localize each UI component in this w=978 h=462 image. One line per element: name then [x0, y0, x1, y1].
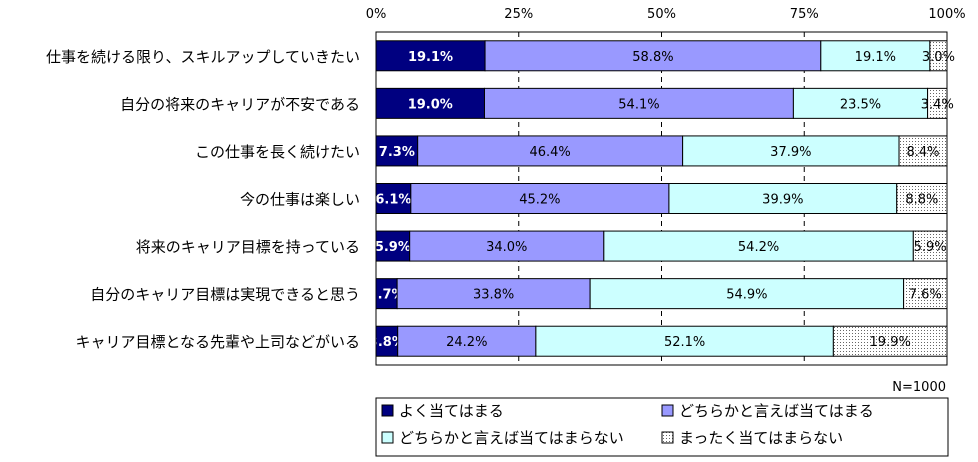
legend-label: どちらかと言えば当てはまらない: [399, 429, 624, 447]
data-label: 3.7%: [369, 288, 405, 303]
x-tick-label: 50%: [647, 7, 676, 22]
legend-swatch: [661, 404, 674, 417]
bar-segment: [682, 135, 900, 167]
data-label: 19.0%: [408, 97, 453, 112]
data-label: 5.9%: [914, 240, 947, 255]
bar-segment: [896, 183, 948, 214]
category-label: この仕事を長く続けたい: [195, 143, 360, 161]
data-label: 3.4%: [921, 97, 954, 112]
bar-segment: [603, 230, 914, 262]
bar-segment: [832, 325, 948, 357]
data-label: 7.3%: [379, 145, 415, 160]
legend-label: まったく当てはまらない: [679, 429, 843, 447]
data-label: 39.9%: [762, 193, 803, 208]
data-label: 58.8%: [632, 50, 673, 65]
bar-segment: [484, 40, 822, 72]
data-label: 45.2%: [519, 193, 560, 208]
category-label: 自分のキャリア目標は実現できると思う: [90, 286, 360, 304]
data-label: 33.8%: [473, 288, 514, 303]
legend-swatch: [381, 431, 394, 444]
bar-segment: [912, 230, 948, 262]
data-label: 24.2%: [446, 335, 487, 350]
x-tick-label: 25%: [504, 7, 533, 22]
bar-segment: [483, 87, 794, 119]
data-label: 54.2%: [738, 240, 779, 255]
bar-segment: [668, 183, 898, 214]
legend-label: よく当てはまる: [399, 402, 504, 420]
data-label: 5.9%: [375, 240, 411, 255]
x-tick-label: 75%: [790, 7, 819, 22]
data-label: 3.8%: [369, 335, 405, 350]
data-label: 52.1%: [664, 335, 705, 350]
legend-swatch: [661, 431, 674, 444]
legend-label: どちらかと言えば当てはまる: [679, 402, 874, 420]
legend-box: [375, 397, 949, 457]
data-label: 8.8%: [905, 193, 938, 208]
data-label: 46.4%: [529, 145, 570, 160]
data-label: 3.0%: [922, 50, 955, 65]
category-label: 自分の将来のキャリアが不安である: [120, 95, 360, 113]
sample-size-note: N=1000: [892, 380, 946, 395]
bar-segment: [375, 135, 419, 167]
data-label: 54.9%: [726, 288, 767, 303]
bar-segment: [396, 278, 591, 310]
bar-segment: [410, 183, 670, 214]
plot-frame: [375, 31, 948, 366]
data-label: 19.9%: [870, 335, 911, 350]
bar-segment: [417, 135, 684, 167]
bar-segment: [409, 230, 605, 262]
data-label: 23.5%: [840, 97, 881, 112]
bar-segment: [375, 183, 412, 214]
data-label: 7.6%: [909, 288, 942, 303]
bar-segment: [535, 325, 834, 357]
data-label: 6.1%: [375, 193, 411, 208]
bar-segment: [375, 230, 411, 262]
bar-segment: [589, 278, 905, 310]
data-label: 8.4%: [907, 145, 940, 160]
legend-swatch: [381, 404, 394, 417]
x-tick-label: 0%: [366, 7, 387, 22]
data-label: 54.1%: [618, 97, 659, 112]
data-label: 37.9%: [770, 145, 811, 160]
data-label: 19.1%: [408, 50, 453, 65]
x-tick-label: 100%: [928, 7, 965, 22]
data-label: 19.1%: [855, 50, 896, 65]
data-label: 34.0%: [486, 240, 527, 255]
category-label: 将来のキャリア目標を持っている: [136, 238, 360, 256]
bar-segment: [820, 40, 931, 72]
category-label: 今の仕事は楽しい: [240, 191, 360, 209]
category-label: キャリア目標となる先輩や上司などがいる: [75, 333, 360, 351]
category-label: 仕事を続ける限り、スキルアップしていきたい: [46, 48, 360, 66]
